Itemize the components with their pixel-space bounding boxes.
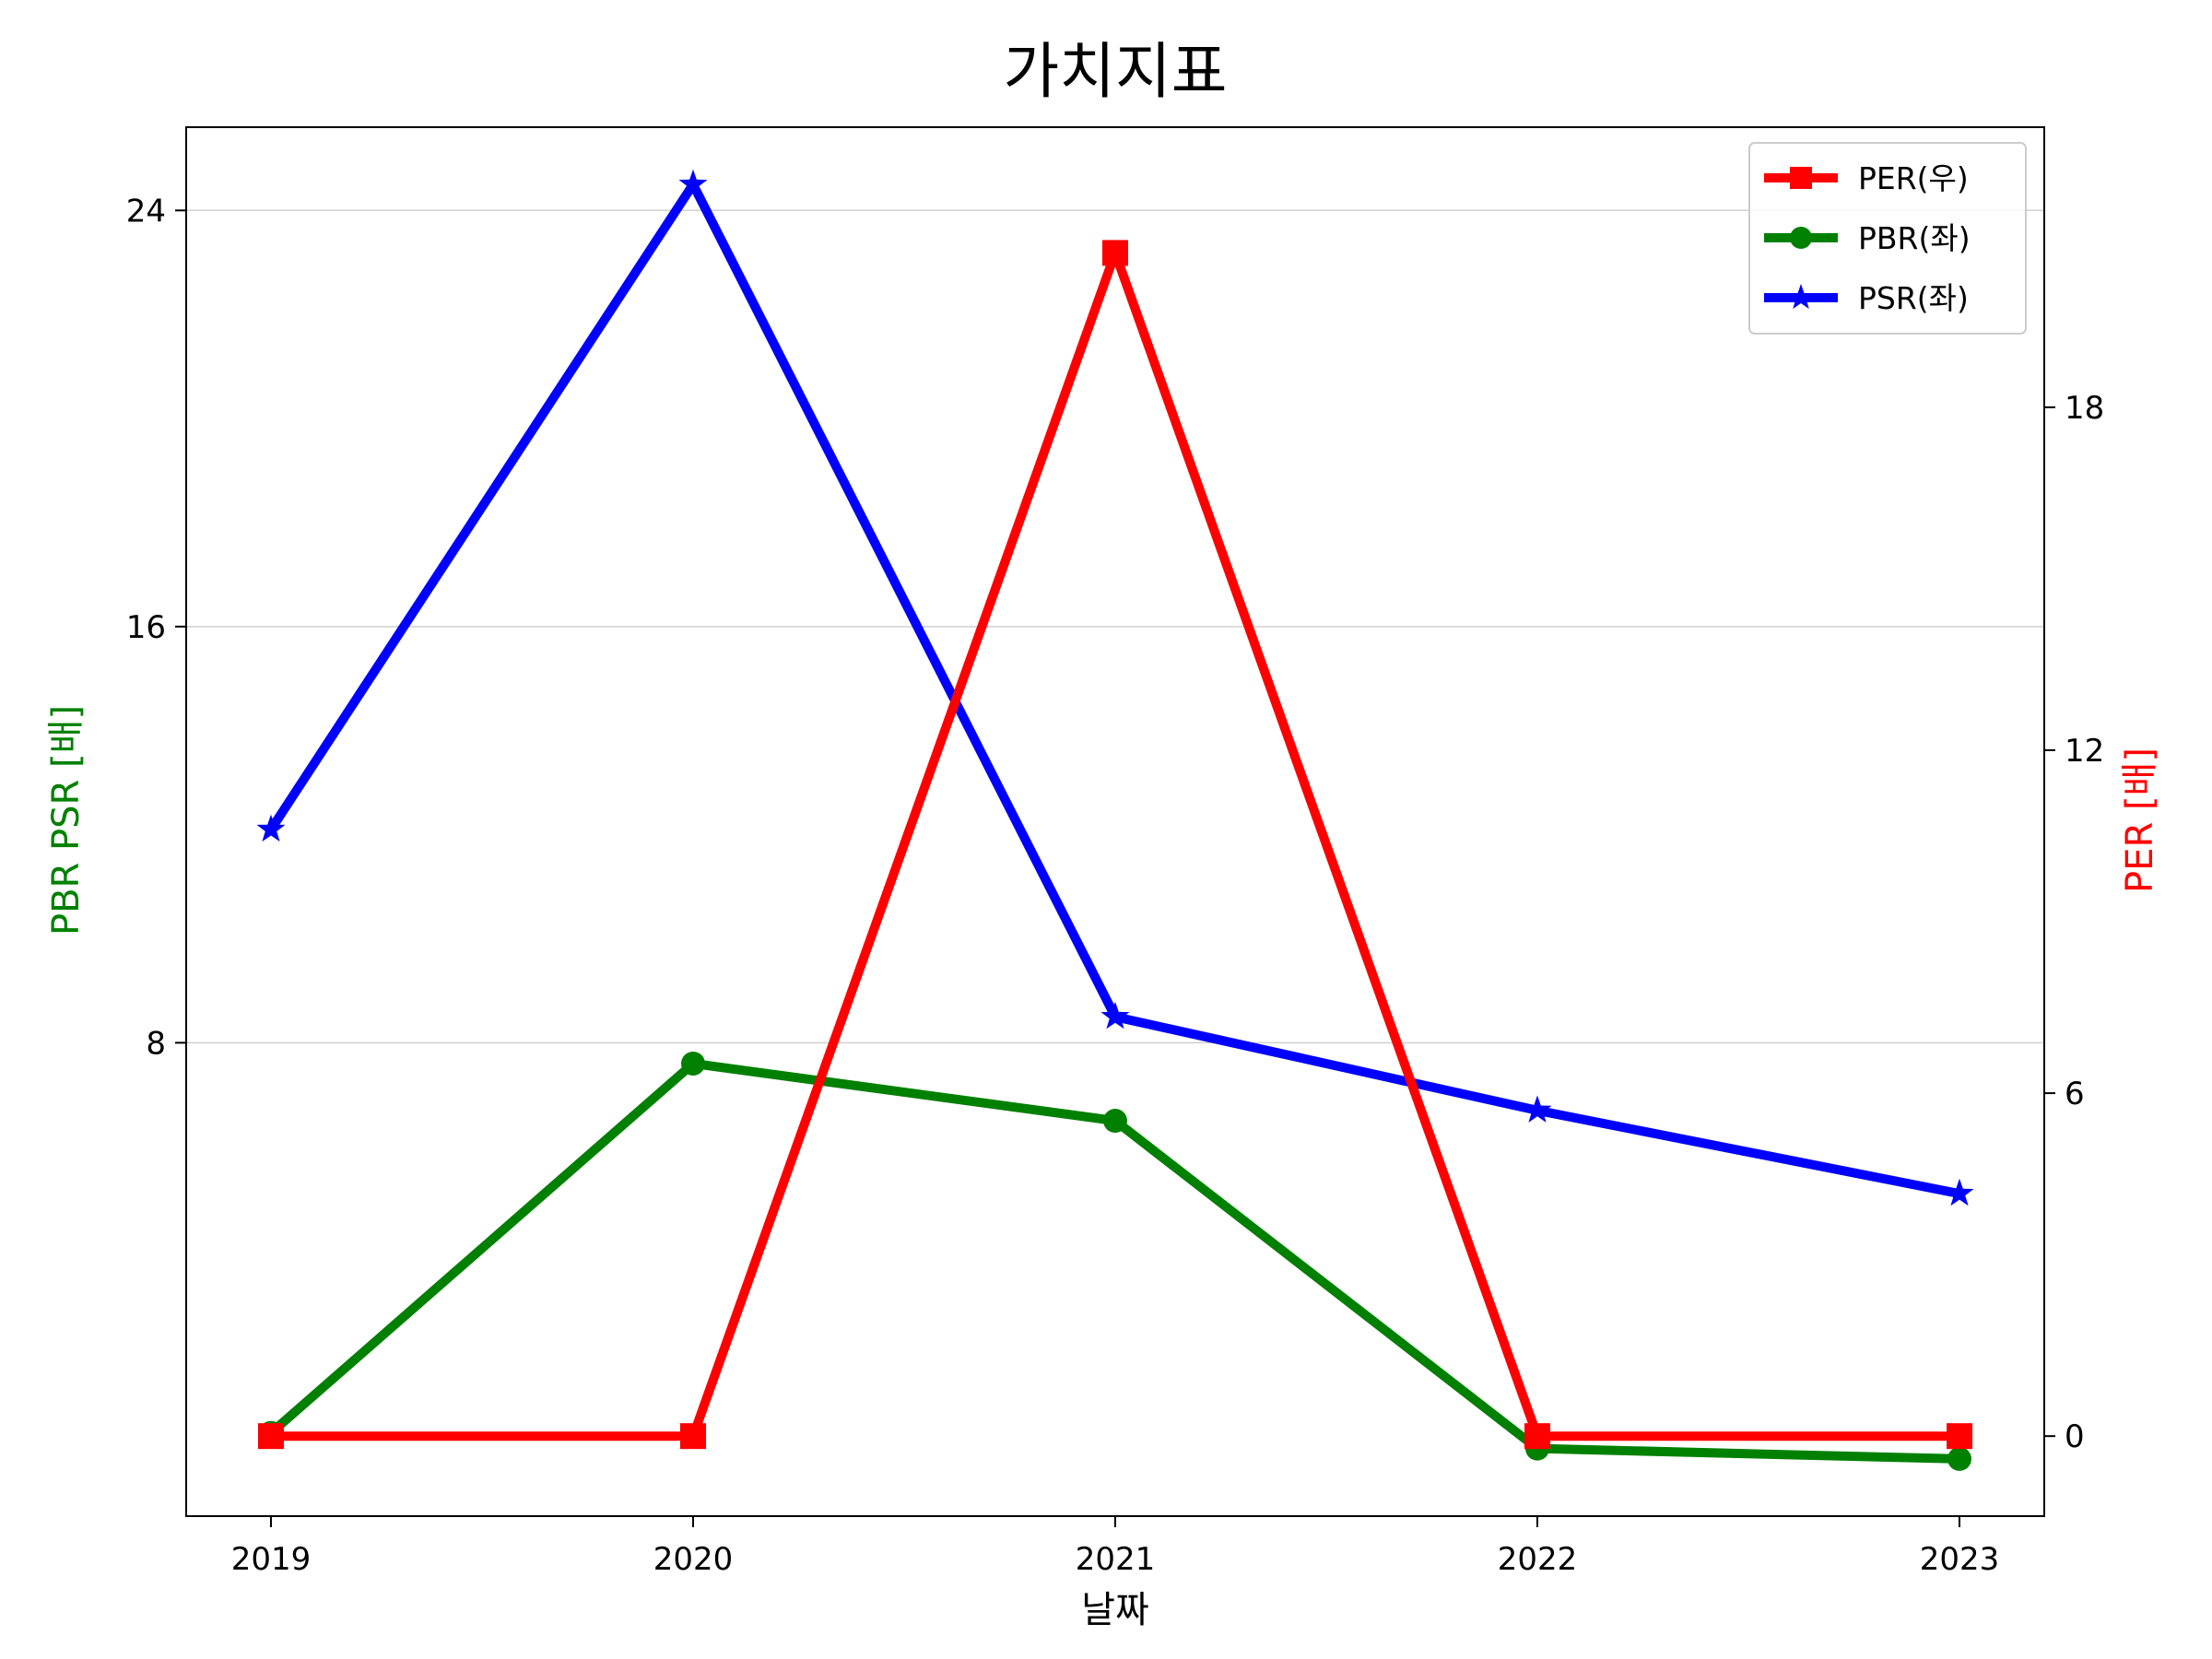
series-line xyxy=(266,248,1964,1441)
data-point xyxy=(1100,1001,1130,1030)
data-point xyxy=(1947,1446,1971,1471)
plot-frame xyxy=(185,126,2045,1517)
legend-marker xyxy=(1790,167,1812,189)
series-PER(우) xyxy=(258,240,1972,1450)
left-axis-label: PBR PSR [배] xyxy=(45,705,88,935)
left-tick-label: 16 xyxy=(126,609,166,646)
data-point xyxy=(1523,1095,1552,1123)
data-point xyxy=(1947,1423,1972,1450)
data-point xyxy=(256,814,286,842)
right-axis-ticks: 0 6 12 18 xyxy=(2044,390,2104,1455)
legend-label: PER(우) xyxy=(1858,160,1969,196)
legend-marker xyxy=(1787,284,1815,310)
data-point xyxy=(680,1423,706,1450)
legend-label: PSR(좌) xyxy=(1858,280,1969,316)
right-tick-label: 6 xyxy=(2065,1076,2085,1112)
legend-marker xyxy=(1790,227,1812,249)
legend-box xyxy=(1748,142,2027,335)
data-point xyxy=(681,1051,705,1076)
left-tick-label: 24 xyxy=(126,193,166,229)
data-point xyxy=(678,169,708,197)
x-tick-label: 2019 xyxy=(231,1541,312,1578)
right-axis-label: PER [배] xyxy=(2119,747,2161,893)
data-point xyxy=(258,1423,284,1450)
legend-item: PSR(좌) xyxy=(1764,280,1969,316)
series-PBR(좌) xyxy=(259,1051,1971,1471)
x-tick-label: 2023 xyxy=(1920,1541,2000,1578)
x-axis-ticks: 2019 2020 2021 2022 2023 xyxy=(231,1516,2000,1578)
left-tick-label: 8 xyxy=(146,1025,166,1062)
legend-item: PER(우) xyxy=(1764,160,1969,196)
series-PSR(좌) xyxy=(256,169,1974,1206)
right-tick-label: 0 xyxy=(2065,1418,2085,1455)
right-tick-label: 18 xyxy=(2065,390,2104,427)
data-point xyxy=(1945,1178,1974,1206)
x-tick-label: 2022 xyxy=(1498,1541,1578,1578)
left-axis-ticks: 8 16 24 xyxy=(126,193,186,1062)
data-point xyxy=(1103,1109,1127,1134)
series-layer xyxy=(256,169,1974,1471)
x-tick-label: 2020 xyxy=(653,1541,734,1578)
legend-item: PBR(좌) xyxy=(1764,220,1971,256)
grid-lines xyxy=(186,209,2044,1044)
chart-title: 가치지표 xyxy=(1004,36,1228,107)
x-axis-label: 날짜 xyxy=(1081,1589,1149,1631)
x-tick-label: 2021 xyxy=(1076,1541,1156,1578)
legend-label: PBR(좌) xyxy=(1858,220,1971,256)
data-point xyxy=(1524,1423,1550,1450)
right-tick-label: 12 xyxy=(2065,733,2104,770)
data-point xyxy=(1102,240,1128,266)
legend: PER(우) PBR(좌) PSR(좌) xyxy=(1748,142,2027,335)
